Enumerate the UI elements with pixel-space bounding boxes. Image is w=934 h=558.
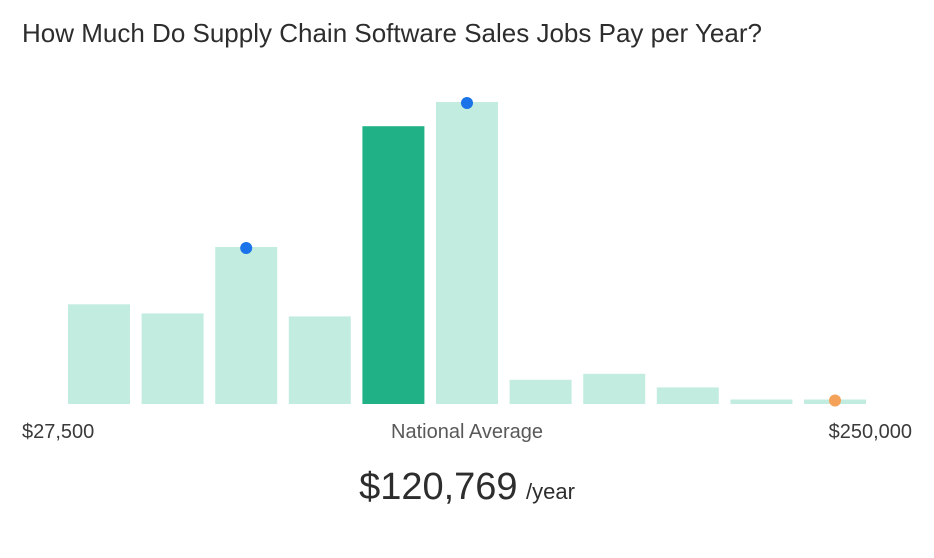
histogram-bar [730, 399, 793, 404]
histogram-marker-dot [461, 97, 473, 109]
histogram-bar [141, 313, 204, 404]
histogram-bar [288, 316, 351, 404]
histogram-bar [509, 379, 572, 404]
histogram-bar [656, 387, 719, 404]
x-min-label: $27,500 [22, 421, 95, 443]
histogram-bar [436, 102, 498, 404]
histogram-bar-national-average [362, 126, 425, 404]
salary-histogram [68, 97, 866, 407]
histogram-bar [215, 247, 278, 404]
average-salary: $120,769 /year [359, 466, 575, 509]
x-mid-label: National Average [391, 421, 543, 443]
histogram-bar [68, 304, 130, 404]
average-salary-value: $120,769 [359, 466, 518, 508]
histogram-bar [583, 373, 646, 404]
histogram-marker-dot [240, 242, 253, 254]
average-salary-unit: /year [526, 479, 575, 504]
histogram-marker-dot [829, 394, 841, 407]
chart-title: How Much Do Supply Chain Software Sales … [22, 18, 762, 48]
x-max-label: $250,000 [828, 421, 912, 443]
